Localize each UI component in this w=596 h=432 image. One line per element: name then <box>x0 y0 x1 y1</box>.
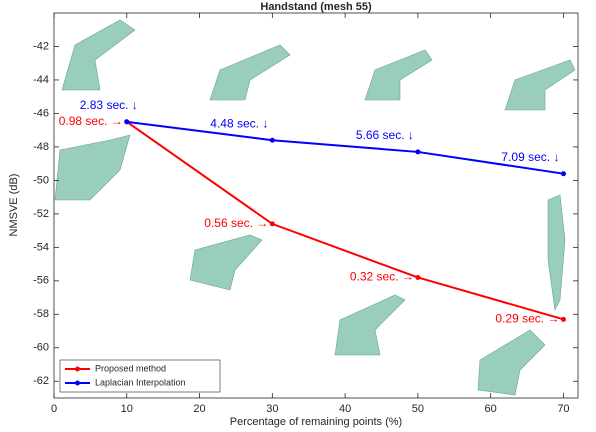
x-tick-label: 10 <box>121 403 133 415</box>
data-point <box>124 119 129 124</box>
y-tick-label: -48 <box>33 141 49 153</box>
data-point <box>270 138 275 143</box>
time-label: 0.29 sec. → <box>495 311 559 325</box>
data-point <box>415 275 420 280</box>
y-tick-label: -50 <box>33 174 49 186</box>
x-tick-label: 40 <box>339 403 351 415</box>
y-tick-label: -42 <box>33 40 49 52</box>
time-label: 0.32 sec. → <box>350 270 414 284</box>
time-label: 5.66 sec. ↓ <box>356 128 414 142</box>
y-tick-label: -54 <box>33 241 49 253</box>
legend-label: Proposed method <box>95 363 166 373</box>
y-axis-label: NMSVE (dB) <box>8 174 20 237</box>
data-point <box>561 317 566 322</box>
time-label: 7.09 sec. ↓ <box>501 150 559 164</box>
y-tick-label: -52 <box>33 208 49 220</box>
chart: Handstand (mesh 55) Percentage of remain… <box>0 0 596 432</box>
x-tick-label: 20 <box>193 403 205 415</box>
y-tick-label: -44 <box>33 74 49 86</box>
time-label: 2.83 sec. ↓ <box>80 98 138 112</box>
legend-label: Laplacian Interpolation <box>95 377 186 387</box>
y-tick-label: -58 <box>33 308 49 320</box>
time-label: 4.48 sec. ↓ <box>210 116 268 130</box>
y-tick-label: -46 <box>33 107 49 119</box>
x-tick-label: 60 <box>485 403 497 415</box>
data-point <box>561 171 566 176</box>
y-tick-label: -60 <box>33 342 49 354</box>
x-axis-label: Percentage of remaining points (%) <box>230 416 402 428</box>
y-tick-label: -56 <box>33 275 49 287</box>
legend-marker <box>75 367 80 372</box>
legend-marker <box>75 381 80 386</box>
chart-title: Handstand (mesh 55) <box>260 1 372 13</box>
x-tick-label: 30 <box>266 403 278 415</box>
x-tick-label: 70 <box>557 403 569 415</box>
data-point <box>270 221 275 226</box>
time-label: 0.56 sec. → <box>204 216 268 230</box>
x-tick-label: 50 <box>412 403 424 415</box>
data-point <box>415 149 420 154</box>
time-label: 0.98 sec. → <box>59 114 123 128</box>
x-tick-label: 0 <box>51 403 57 415</box>
y-tick-label: -62 <box>33 375 49 387</box>
